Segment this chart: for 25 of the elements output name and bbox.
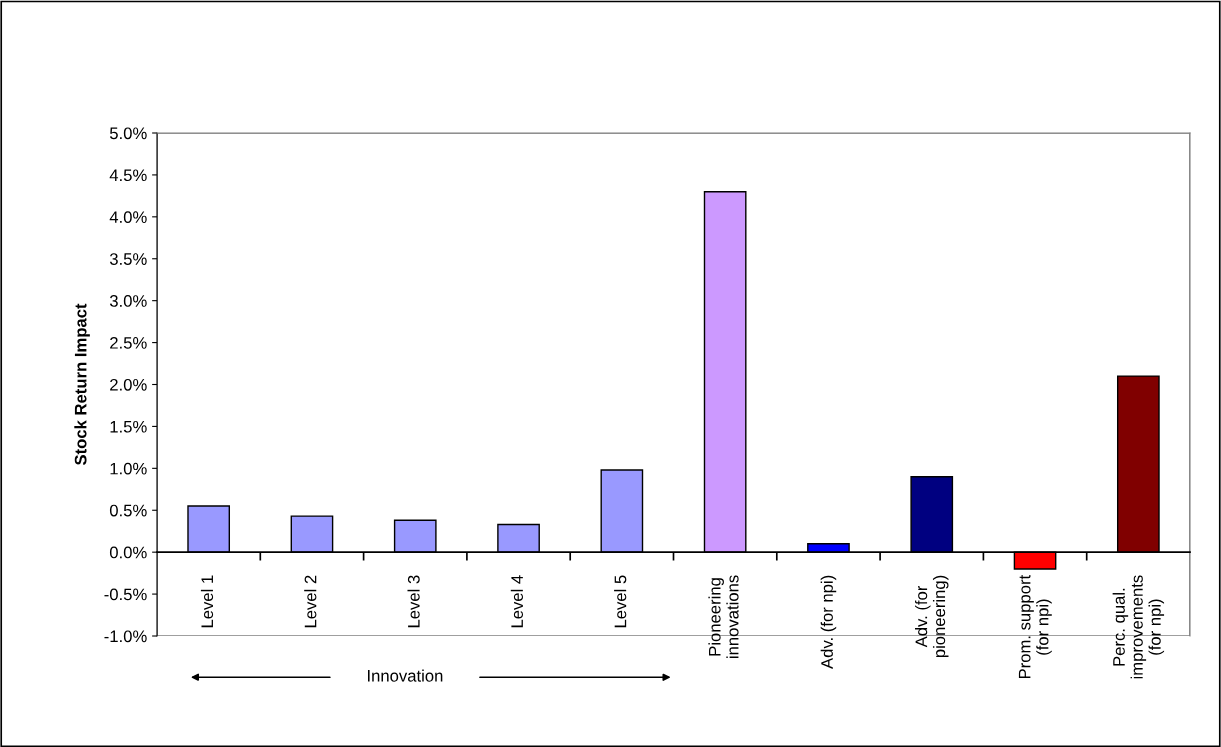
y-tick-label: 0.0%: [109, 546, 147, 559]
x-tick-label: Level 4: [510, 575, 524, 628]
y-tick-label: 3.5%: [109, 253, 147, 265]
x-tick-label: Level 3: [407, 575, 420, 628]
x-tick-label: Adv. (for npi): [820, 575, 837, 669]
x-tick-label: Pioneering innovations: [708, 575, 739, 658]
y-tick-label: 0.5%: [109, 504, 147, 517]
y-tick-label: 5.0%: [109, 127, 147, 140]
x-tick-label: Adv. (for pioneering): [915, 575, 949, 658]
text: Innovation: [368, 669, 443, 682]
y-tick-label: 4.5%: [109, 169, 147, 182]
x-tick-label: Perc. qual. improvements (for npi): [1112, 575, 1165, 679]
x-tick-label: Prom. support (for npi): [1018, 574, 1052, 679]
y-tick-label: -0.5%: [104, 588, 147, 601]
y-tick-label: 1.5%: [110, 420, 147, 433]
y-axis-title: Stock Return Impact: [74, 303, 90, 466]
y-tick-label: 2.5%: [110, 336, 147, 349]
x-tick-label: Level 5: [614, 575, 627, 628]
y-tick-label: 4.0%: [109, 211, 147, 224]
y-tick-label: 3.0%: [109, 295, 147, 307]
y-tick-label: 2.0%: [110, 378, 147, 391]
y-tick-label: 1.0%: [110, 462, 147, 475]
y-tick-label: -1.0%: [104, 630, 147, 643]
x-tick-label: Level 2: [304, 575, 317, 628]
x-tick-label: Level 1: [200, 575, 214, 628]
